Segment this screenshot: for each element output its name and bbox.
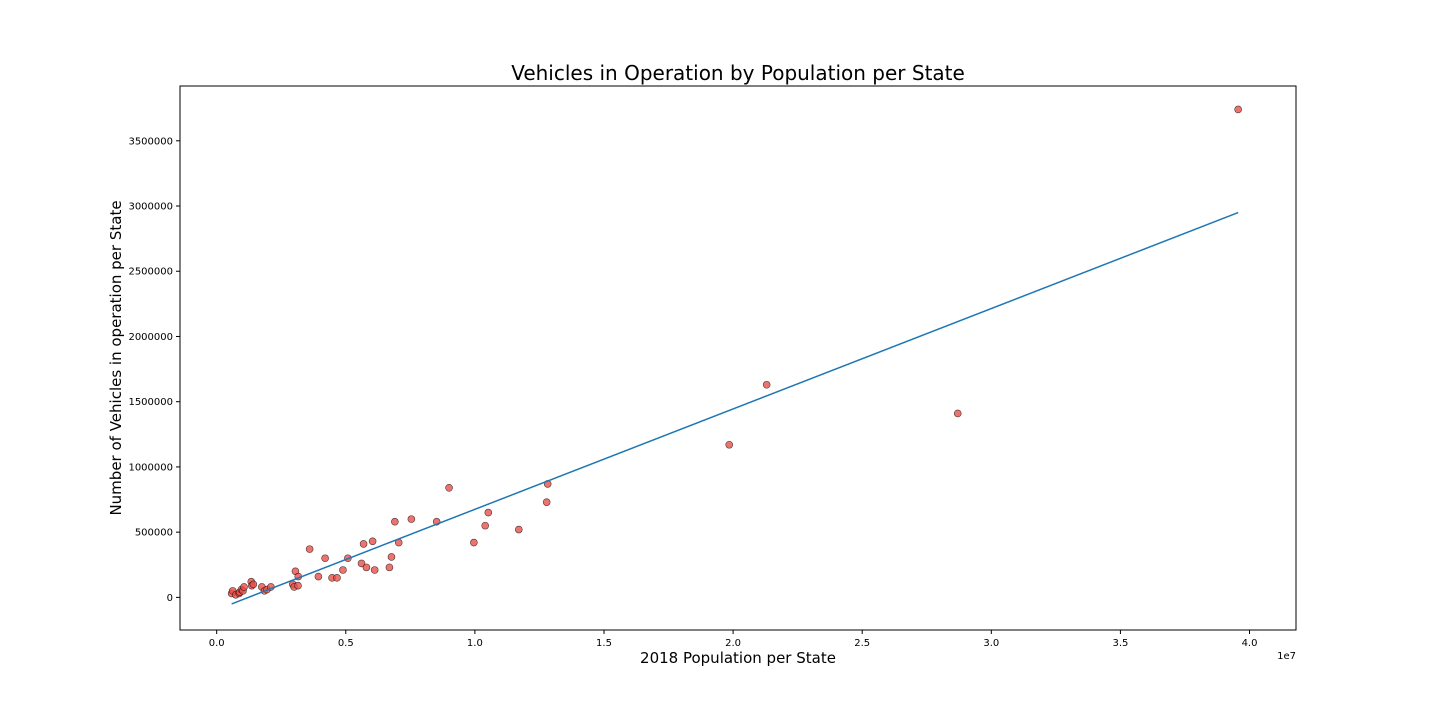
x-tick-label: 1.5: [596, 638, 612, 649]
x-axis: 0.0 0.5 1.0 1.5 2.0 2.5 3.0 3.5 4.0: [209, 630, 1258, 649]
data-point: [333, 574, 341, 582]
chart-title: Vehicles in Operation by Population per …: [511, 61, 965, 85]
data-point: [359, 540, 368, 548]
data-point: [1234, 105, 1242, 114]
data-point: [387, 553, 396, 561]
fit-line-group: [231, 211, 1239, 605]
data-point: [481, 521, 490, 530]
x-tick-label: 0.5: [338, 638, 354, 649]
data-point: [294, 581, 302, 590]
data-point: [305, 545, 314, 553]
y-tick-label: 1500000: [128, 397, 173, 408]
y-axis: 0 500000 1000000 1500000 2000000 2500000 30000…: [128, 136, 180, 604]
x-axis-offset-label: 1e7: [1277, 651, 1296, 662]
data-point: [725, 440, 734, 449]
data-point: [321, 554, 329, 563]
fit-line: [231, 211, 1239, 605]
data-point: [385, 563, 394, 572]
y-tick-label: 0: [167, 593, 173, 604]
x-axis-title: 2018 Population per State: [640, 649, 836, 667]
data-point: [357, 559, 366, 568]
data-point: [339, 566, 347, 574]
y-tick-label: 1000000: [128, 462, 173, 473]
data-points: [227, 105, 1242, 599]
y-tick-label: 500000: [135, 528, 173, 539]
y-tick-label: 3500000: [128, 136, 173, 147]
data-point: [407, 515, 416, 523]
y-tick-label: 2500000: [128, 267, 173, 278]
data-point: [514, 525, 523, 534]
x-tick-label: 3.5: [1112, 638, 1128, 649]
x-tick-label: 2.0: [725, 638, 741, 649]
data-point: [445, 484, 453, 492]
data-point: [470, 538, 478, 547]
data-point: [362, 563, 371, 572]
data-point: [370, 566, 379, 574]
data-point: [484, 508, 493, 517]
x-tick-label: 3.0: [983, 638, 999, 649]
x-tick-label: 0.0: [209, 638, 225, 649]
data-point: [240, 583, 248, 591]
data-point: [314, 572, 323, 581]
data-point: [542, 498, 551, 506]
y-tick-label: 2000000: [128, 332, 173, 343]
data-point: [762, 380, 771, 389]
data-point: [391, 517, 399, 526]
data-point: [953, 409, 962, 418]
y-axis-title: Number of Vehicles in operation per Stat…: [107, 200, 125, 515]
x-tick-label: 2.5: [854, 638, 870, 649]
data-point: [249, 580, 258, 589]
y-tick-label: 3000000: [128, 202, 173, 213]
plot-area-frame: [179, 85, 1297, 631]
x-tick-label: 1.0: [467, 638, 483, 649]
x-tick-label: 4.0: [1242, 638, 1258, 649]
data-point: [368, 537, 377, 546]
